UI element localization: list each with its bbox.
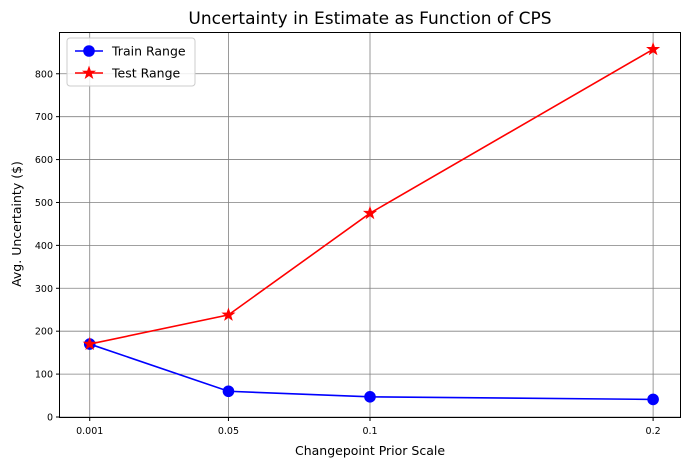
legend-item: Test Range [75,66,181,81]
grid [60,33,680,418]
x-tick-label: 0.2 [646,426,661,437]
data-point [362,205,378,220]
series-layer [82,41,661,406]
series-line [89,343,654,401]
chart-title: Uncertainty in Estimate as Function of C… [188,9,551,29]
y-tick-label: 800 [35,69,53,80]
x-axis-label: Changepoint Prior Scale [295,443,445,458]
series-test-range [82,41,661,351]
legend: Train Range Test Range [66,37,196,87]
y-tick-label: 200 [35,327,53,338]
legend-marker [83,45,95,57]
y-tick-label: 400 [35,241,53,252]
data-point [222,385,235,398]
series-line [89,48,654,345]
data-point [646,41,661,56]
y-tick-label: 600 [35,155,53,166]
series-train-range [83,338,659,406]
y-tick-label: 0 [47,413,53,424]
data-point [82,336,97,351]
data-point [221,307,236,321]
data-point [647,393,659,406]
data-point [364,391,376,403]
y-tick-label: 100 [35,370,53,381]
legend-marker [81,65,97,79]
y-tick-label: 500 [35,198,53,209]
y-axis-label: Avg. Uncertainty ($) [9,161,24,287]
x-tick-label: 0.1 [362,426,377,437]
legend-item: Train Range [75,44,186,59]
legend-box [66,37,196,87]
axis-ticks: 0 100 200 300 400 500 600 700 800 0.001 0.05 0.1 0.2 [35,69,661,437]
legend-label: Train Range [111,44,186,59]
legend-label: Test Range [111,66,181,81]
y-tick-label: 700 [35,112,53,123]
x-tick-label: 0.05 [218,426,239,437]
x-tick-label: 0.001 [76,426,103,437]
y-tick-label: 300 [35,284,53,295]
